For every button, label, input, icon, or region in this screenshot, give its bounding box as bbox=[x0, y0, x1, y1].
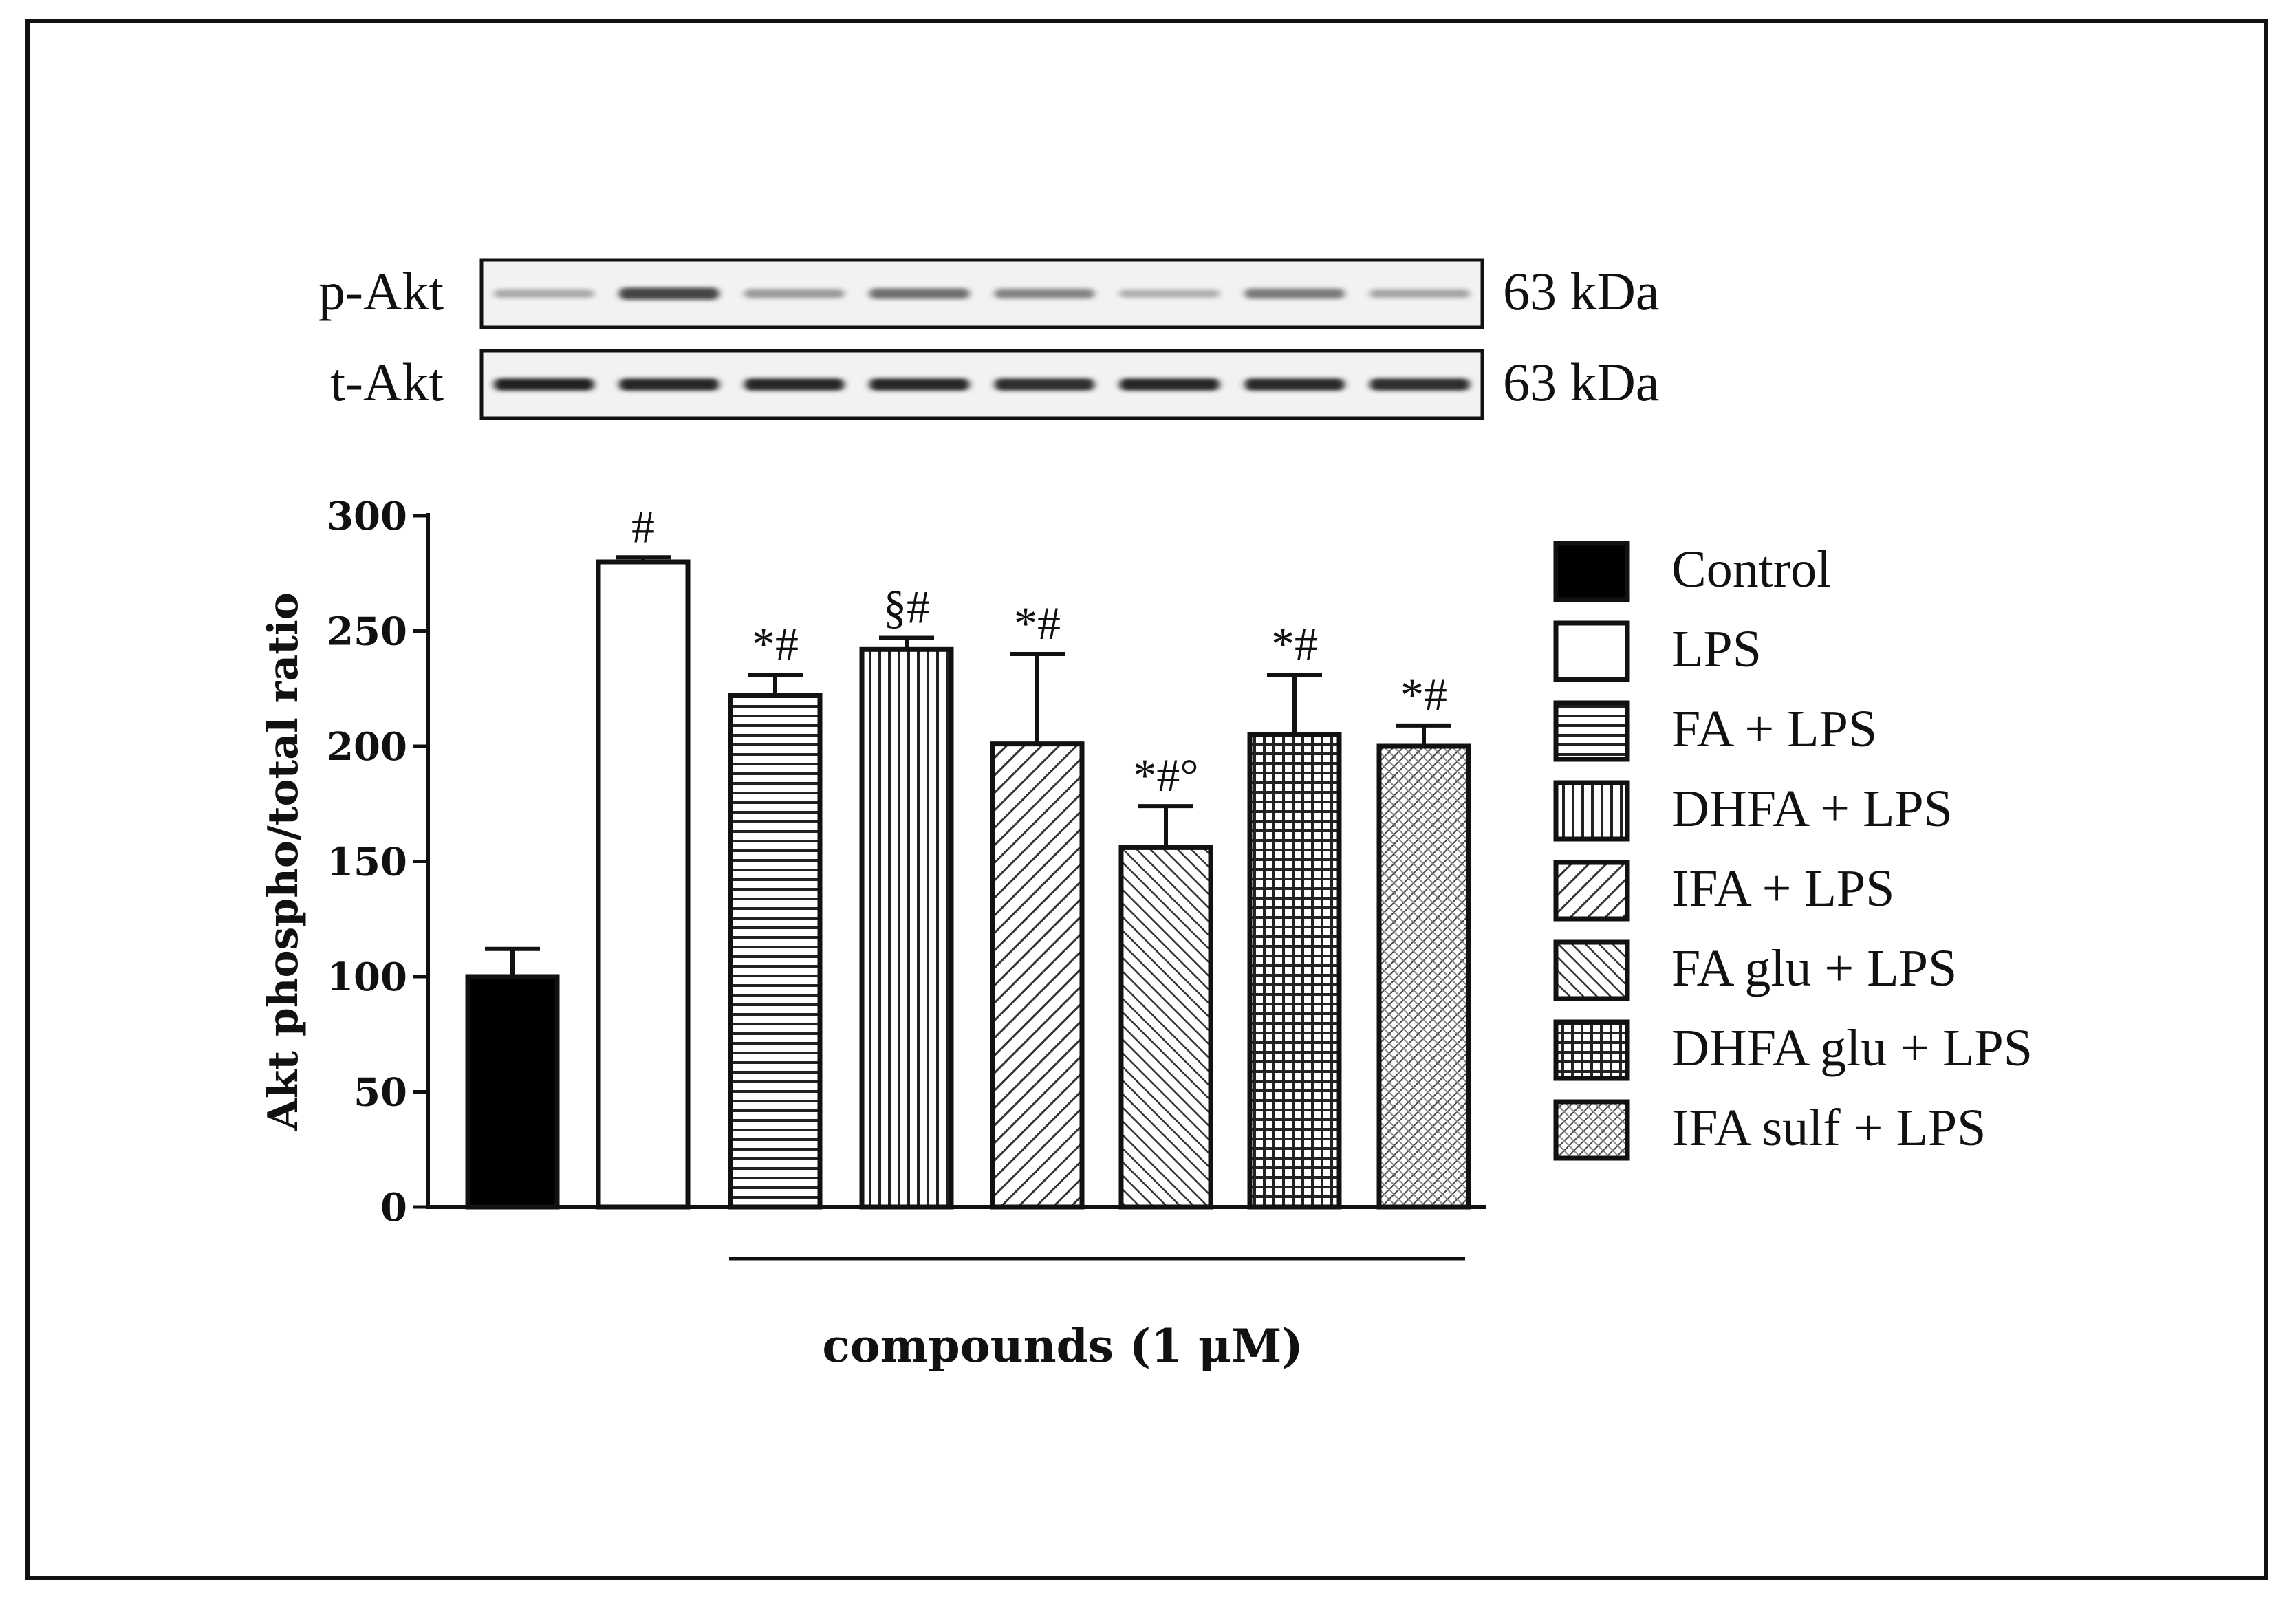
y-axis-label: Akt phospho/total ratio bbox=[259, 592, 307, 1131]
bar-fa-glu-lps bbox=[1118, 845, 1213, 1210]
t-akt-band bbox=[869, 378, 970, 391]
bar-ifa-lps bbox=[990, 741, 1085, 1210]
t-akt-band bbox=[1244, 378, 1345, 391]
t-akt-band bbox=[994, 378, 1095, 391]
legend-label: FA glu + LPS bbox=[1671, 939, 1957, 997]
p-akt-band bbox=[1369, 289, 1470, 298]
legend-swatch bbox=[1553, 620, 1630, 682]
t-akt-size-label: 63 kDa bbox=[1503, 352, 1659, 412]
t-akt-band bbox=[619, 378, 719, 391]
bar-dhfa-glu-lps bbox=[1247, 732, 1342, 1210]
p-akt-band bbox=[1244, 288, 1345, 299]
p-akt-band bbox=[1119, 289, 1220, 298]
y-tick-label: 0 bbox=[380, 1185, 407, 1230]
p-akt-band bbox=[869, 288, 970, 299]
t-akt-band bbox=[744, 378, 845, 391]
significance-annotation: *# bbox=[752, 618, 799, 670]
legend-label: DHFA + LPS bbox=[1671, 780, 1953, 838]
legend-swatch bbox=[1553, 541, 1630, 602]
p-akt-label: p-Akt bbox=[318, 261, 444, 321]
significance-annotation: §# bbox=[883, 581, 930, 633]
significance-annotation: *# bbox=[1400, 668, 1447, 721]
bar-fa-lps bbox=[728, 693, 823, 1210]
legend-swatch bbox=[1553, 1099, 1630, 1161]
western-blot-panel: p-Akt 63 kDa t-Akt 63 kDa bbox=[318, 258, 1659, 420]
t-akt-band bbox=[1119, 378, 1220, 391]
legend-swatch bbox=[1553, 780, 1630, 842]
bar-control bbox=[465, 974, 560, 1210]
y-tick-label: 100 bbox=[327, 955, 407, 1000]
p-akt-band bbox=[494, 289, 594, 298]
legend: Control LPS FA + LPS DHFA + LPS IFA + LPS FA … bbox=[1553, 541, 2033, 1161]
significance-annotation: *#° bbox=[1133, 749, 1198, 801]
bar-lps bbox=[596, 559, 691, 1210]
legend-label: DHFA glu + LPS bbox=[1671, 1019, 2033, 1077]
bar-ifa-sulf-lps bbox=[1376, 743, 1471, 1210]
y-tick-label: 50 bbox=[354, 1070, 407, 1116]
legend-swatch bbox=[1553, 860, 1630, 922]
bar-chart: 0 50 100 150 200 250 300 Akt phospho/total rati… bbox=[259, 494, 1486, 1373]
legend-label: IFA + LPS bbox=[1671, 860, 1894, 917]
legend-swatch bbox=[1553, 939, 1630, 1001]
t-akt-band bbox=[494, 378, 594, 391]
legend-swatch bbox=[1553, 700, 1630, 762]
y-tick-label: 150 bbox=[327, 840, 407, 885]
p-akt-size-label: 63 kDa bbox=[1503, 261, 1659, 321]
p-akt-band bbox=[619, 287, 719, 300]
p-akt-band bbox=[994, 288, 1095, 299]
p-akt-band bbox=[744, 289, 845, 298]
significance-annotation: *# bbox=[1014, 597, 1061, 649]
bar-dhfa-lps bbox=[859, 646, 954, 1210]
y-tick-label: 250 bbox=[327, 609, 407, 655]
significance-annotation: *# bbox=[1271, 618, 1318, 670]
y-tick-label: 300 bbox=[327, 494, 407, 539]
legend-label: LPS bbox=[1671, 620, 1762, 678]
legend-label: FA + LPS bbox=[1671, 700, 1877, 758]
t-akt-band bbox=[1369, 378, 1470, 391]
t-akt-label: t-Akt bbox=[330, 352, 444, 412]
legend-swatch bbox=[1553, 1019, 1630, 1081]
legend-label: IFA sulf + LPS bbox=[1671, 1099, 1986, 1157]
x-axis-label: compounds (1 μM) bbox=[822, 1319, 1303, 1373]
legend-label: Control bbox=[1671, 541, 1831, 598]
significance-annotation: # bbox=[631, 500, 655, 552]
y-tick-label: 200 bbox=[327, 724, 407, 770]
